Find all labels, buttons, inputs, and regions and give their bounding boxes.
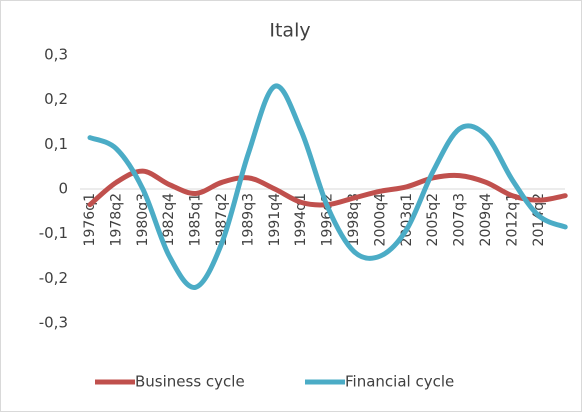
x-tick-label: 1976q1 xyxy=(82,193,98,246)
legend-label: Financial cycle xyxy=(345,373,454,391)
x-tick-label: 1998q3 xyxy=(346,193,362,246)
y-tick-label: 0,2 xyxy=(44,90,68,108)
x-tick-label: 1994q1 xyxy=(293,193,309,246)
x-tick-label: 2009q4 xyxy=(478,193,494,247)
x-tick-label: 2014q2 xyxy=(531,193,547,246)
legend-label: Business cycle xyxy=(135,373,245,391)
chart-title: Italy xyxy=(269,20,310,42)
x-tick-label: 1989q3 xyxy=(240,193,256,246)
y-tick-label: 0,1 xyxy=(44,135,68,153)
y-tick-label: -0,3 xyxy=(39,314,68,332)
x-tick-label: 1978q2 xyxy=(108,193,124,246)
series-line xyxy=(87,83,568,290)
x-tick-label: 2000q4 xyxy=(372,193,388,247)
x-tick-label: 1980q3 xyxy=(135,193,151,246)
y-tick-label: 0,3 xyxy=(44,46,68,64)
x-tick-label: 1982q4 xyxy=(161,193,177,247)
y-tick-label: 0 xyxy=(58,180,68,198)
x-tick-label: 2007q3 xyxy=(452,193,468,246)
y-tick-label: -0,1 xyxy=(39,224,68,242)
x-tick-label: 2005q2 xyxy=(425,193,441,246)
x-tick-label: 1985q1 xyxy=(188,193,204,246)
x-tick-label: 1991q4 xyxy=(267,193,283,247)
y-tick-label: -0,2 xyxy=(39,269,68,287)
x-tick-label: 2012q1 xyxy=(504,193,520,246)
